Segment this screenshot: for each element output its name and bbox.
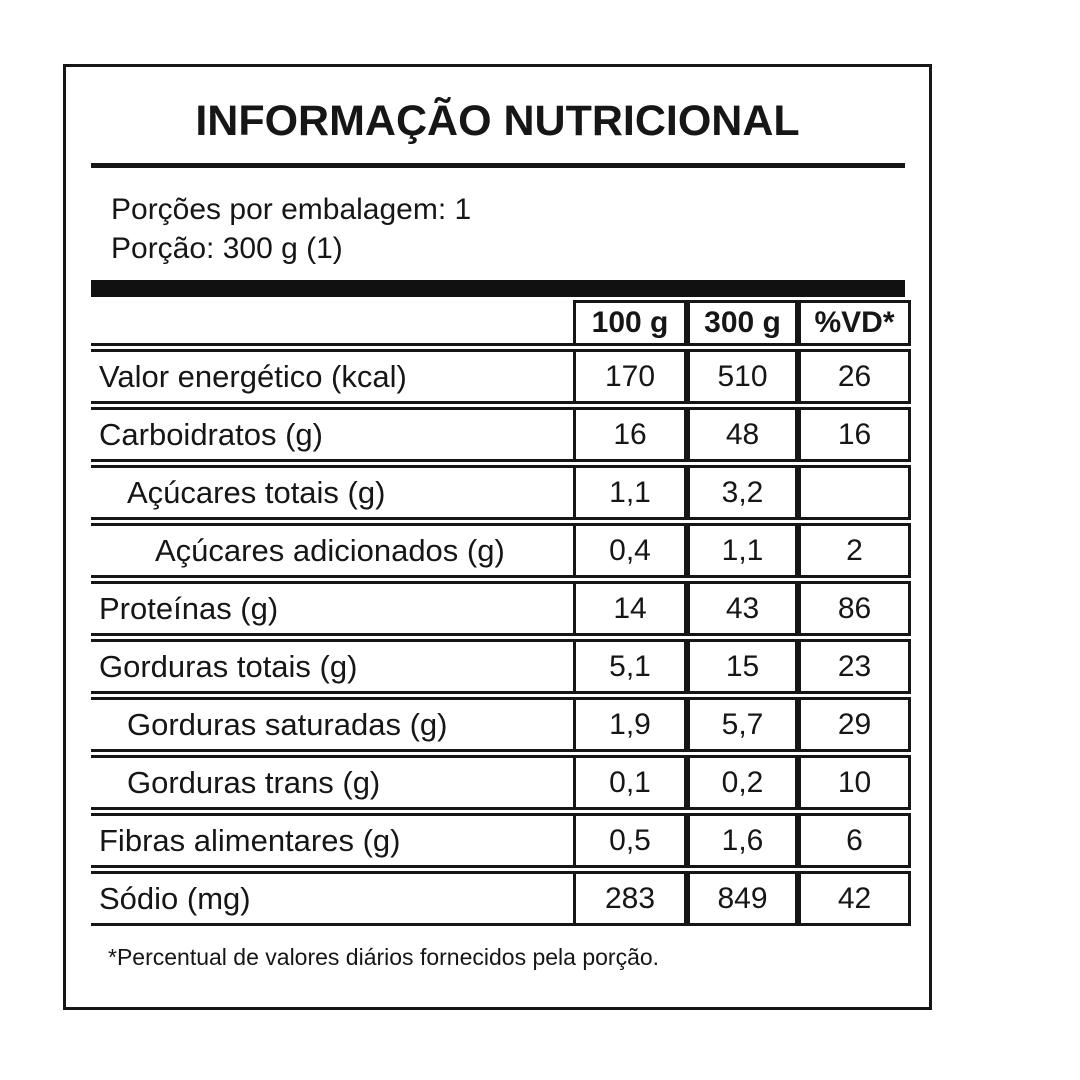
row-gorduras-trans: Gorduras trans (g) 0,1 0,2 10: [91, 755, 911, 810]
value-300g: 1,6: [687, 813, 798, 868]
value-100g: 14: [573, 581, 687, 636]
nutrition-label-panel: INFORMAÇÃO NUTRICIONAL Porções por embal…: [63, 64, 932, 1010]
nutrient-name: Açúcares adicionados (g): [91, 523, 573, 578]
row-carboidratos: Carboidratos (g) 16 48 16: [91, 407, 911, 462]
value-pct-vd: 42: [798, 871, 911, 926]
value-300g: 849: [687, 871, 798, 926]
nutrient-name: Sódio (mg): [91, 871, 573, 926]
nutrient-name: Gorduras saturadas (g): [91, 697, 573, 752]
nutrient-name: Proteínas (g): [91, 581, 573, 636]
value-100g: 170: [573, 349, 687, 404]
nutrient-name: Fibras alimentares (g): [91, 813, 573, 868]
nutrient-name: Gorduras totais (g): [91, 639, 573, 694]
title-divider-rule: [91, 163, 905, 168]
row-acucares-adicionados: Açúcares adicionados (g) 0,4 1,1 2: [91, 523, 911, 578]
row-acucares-totais: Açúcares totais (g) 1,1 3,2: [91, 465, 911, 520]
value-100g: 16: [573, 407, 687, 462]
nutrient-name: Carboidratos (g): [91, 407, 573, 462]
value-pct-vd: 2: [798, 523, 911, 578]
row-gorduras-saturadas: Gorduras saturadas (g) 1,9 5,7 29: [91, 697, 911, 752]
value-300g: 1,1: [687, 523, 798, 578]
nutrient-name: Valor energético (kcal): [91, 349, 573, 404]
column-header-100g: 100 g: [573, 300, 687, 346]
nutrition-table: 100 g 300 g %VD* Valor energético (kcal)…: [91, 297, 911, 929]
row-sodio: Sódio (mg) 283 849 42: [91, 871, 911, 926]
value-100g: 0,1: [573, 755, 687, 810]
value-pct-vd: 23: [798, 639, 911, 694]
value-300g: 0,2: [687, 755, 798, 810]
section-divider-bar: [91, 280, 905, 297]
nutrient-name: Gorduras trans (g): [91, 755, 573, 810]
value-100g: 1,9: [573, 697, 687, 752]
row-fibras-alimentares: Fibras alimentares (g) 0,5 1,6 6: [91, 813, 911, 868]
servings-info: Porções por embalagem: 1 Porção: 300 g (…: [111, 190, 929, 268]
value-300g: 15: [687, 639, 798, 694]
column-header-empty: [91, 300, 573, 346]
column-header-pct-vd: %VD*: [798, 300, 911, 346]
value-pct-vd: [798, 465, 911, 520]
value-pct-vd: 86: [798, 581, 911, 636]
label-title: INFORMAÇÃO NUTRICIONAL: [195, 97, 800, 145]
value-300g: 43: [687, 581, 798, 636]
value-pct-vd: 10: [798, 755, 911, 810]
value-300g: 5,7: [687, 697, 798, 752]
serving-size-text: Porção: 300 g (1): [111, 232, 343, 265]
value-pct-vd: 26: [798, 349, 911, 404]
row-proteinas: Proteínas (g) 14 43 86: [91, 581, 911, 636]
row-valor-energetico: Valor energético (kcal) 170 510 26: [91, 349, 911, 404]
value-100g: 0,5: [573, 813, 687, 868]
value-100g: 1,1: [573, 465, 687, 520]
value-300g: 3,2: [687, 465, 798, 520]
value-100g: 0,4: [573, 523, 687, 578]
nutrient-name: Açúcares totais (g): [91, 465, 573, 520]
servings-per-package-text: Porções por embalagem: 1: [111, 193, 472, 226]
value-pct-vd: 6: [798, 813, 911, 868]
row-gorduras-totais: Gorduras totais (g) 5,1 15 23: [91, 639, 911, 694]
table-header-row: 100 g 300 g %VD*: [91, 300, 911, 346]
value-pct-vd: 29: [798, 697, 911, 752]
value-pct-vd: 16: [798, 407, 911, 462]
daily-values-footnote: *Percentual de valores diários fornecido…: [108, 944, 660, 970]
value-300g: 48: [687, 407, 798, 462]
value-300g: 510: [687, 349, 798, 404]
value-100g: 283: [573, 871, 687, 926]
value-100g: 5,1: [573, 639, 687, 694]
column-header-300g: 300 g: [687, 300, 798, 346]
